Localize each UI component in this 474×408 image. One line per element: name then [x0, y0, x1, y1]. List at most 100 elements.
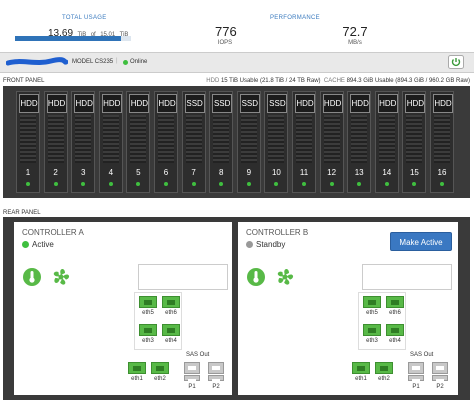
drive-vent [268, 115, 285, 163]
usage-bar [15, 36, 131, 41]
power-button[interactable] [448, 55, 464, 69]
controller-name: CONTROLLER A [22, 228, 84, 237]
drive-number: 13 [354, 168, 364, 177]
sas-port-label: P2 [436, 384, 444, 390]
drive-slot: HDD 3 [71, 91, 96, 193]
drive-type: HDD [350, 94, 371, 113]
drive-number: 11 [299, 168, 309, 177]
drive-vent [378, 115, 395, 163]
port-label: eth3 [366, 338, 378, 344]
ethernet-port [162, 296, 180, 308]
sas-port-label: P2 [212, 384, 220, 390]
drive-number: 15 [409, 168, 419, 177]
drive-number: 3 [80, 168, 86, 177]
sas-port-label: P1 [412, 384, 420, 390]
drive-status-dot [246, 182, 251, 186]
system-bar: MODEL CS235 | Online [0, 52, 474, 73]
online-dot [123, 60, 128, 65]
drive-slot: HDD 16 [430, 91, 454, 193]
model: MODEL CS235 [72, 59, 114, 65]
usage-bar-fill [15, 36, 121, 41]
drive-slot: SSD 10 [264, 91, 289, 193]
iops-unit: IOPS [217, 40, 233, 46]
port-label: eth4 [165, 338, 177, 344]
drive-number: 14 [382, 168, 392, 177]
drive-number: 2 [53, 168, 58, 177]
drive-vent [102, 115, 119, 163]
drive-status-dot [26, 182, 30, 186]
drive-status-dot [191, 182, 196, 186]
drive-status-dot [219, 182, 224, 186]
drive-type: SSD [212, 94, 233, 113]
hdd-capacity: 15 TiB Usable (21.8 TiB / 24 TB Raw) [220, 78, 321, 84]
drive-number: 6 [163, 168, 169, 177]
ethernet-port [139, 324, 157, 336]
drive-slot: HDD 2 [43, 91, 68, 193]
front-panel-title: FRONT PANEL [3, 78, 45, 84]
port-label: eth5 [142, 310, 154, 316]
drive-number: 12 [327, 168, 337, 177]
empty-module [138, 264, 228, 290]
drive-type: HDD [19, 94, 39, 113]
drive-slot: HDD 5 [126, 91, 151, 193]
drive-status-dot [81, 182, 86, 186]
drive-status-dot [108, 182, 113, 186]
sas-port-box [184, 375, 200, 383]
drive-number: 5 [136, 168, 141, 177]
usage-text: 13.69 TiB of 15.01 TiB [48, 23, 128, 41]
drive-type: SSD [267, 94, 288, 113]
sas-port-box [432, 375, 448, 383]
drive-status-dot [53, 182, 58, 186]
rear-panel-title: REAR PANEL [3, 210, 41, 216]
drive-status-dot [384, 182, 389, 186]
controller: CONTROLLER B Standby Make Active eth5 eth6 et… [238, 222, 458, 395]
state-dot [22, 241, 29, 248]
drive-vent [75, 115, 92, 163]
performance-label: PERFORMANCE [270, 15, 320, 21]
temperature-icon [246, 267, 266, 292]
port-label: eth4 [389, 338, 401, 344]
drive-status-dot [164, 182, 168, 186]
drive-slot: HDD 12 [319, 91, 344, 193]
usage-label: TOTAL USAGE [62, 15, 107, 21]
sas-label: SAS Out [186, 352, 210, 358]
ethernet-port [386, 324, 404, 336]
sas-port-box [408, 375, 424, 383]
port-label: eth6 [389, 310, 401, 316]
ethernet-port [162, 324, 180, 336]
nic-module [358, 292, 406, 350]
ethernet-port [139, 296, 157, 308]
empty-module [362, 264, 452, 290]
drive-number: 10 [271, 168, 281, 177]
make-active-button[interactable]: Make Active [390, 232, 452, 251]
drive-type: SSD [184, 94, 205, 113]
drive-slot: HDD 6 [154, 91, 178, 193]
drive-slot: HDD 14 [374, 91, 399, 193]
ethernet-port [128, 362, 146, 374]
state-dot [246, 241, 253, 248]
port-label: eth5 [366, 310, 378, 316]
port-label: eth2 [154, 376, 166, 382]
controller: CONTROLLER A Active eth5 eth6 eth3 eth4 eth1 et… [14, 222, 232, 395]
controller-state: Standby [256, 240, 286, 249]
nic-module [134, 292, 182, 350]
drive-status-dot [440, 182, 444, 186]
sas-port-box [208, 375, 224, 383]
drive-status-dot [329, 182, 334, 186]
ethernet-port [363, 296, 381, 308]
drive-vent [323, 115, 340, 163]
drive-number: 9 [246, 168, 252, 177]
drive-number: 1 [25, 168, 31, 177]
separator: | [116, 58, 118, 64]
ethernet-port [363, 324, 381, 336]
drive-vent [296, 115, 312, 163]
drive-vent [240, 115, 257, 163]
sas-port [184, 362, 200, 374]
ethernet-port [375, 362, 393, 374]
usage-used: 13.69 [48, 28, 74, 39]
usage-of: of [90, 32, 96, 38]
drive-slot: HDD 4 [98, 91, 123, 193]
drive-status-dot [302, 182, 306, 186]
drive-type: HDD [433, 94, 453, 113]
drive-type: HDD [405, 94, 426, 113]
